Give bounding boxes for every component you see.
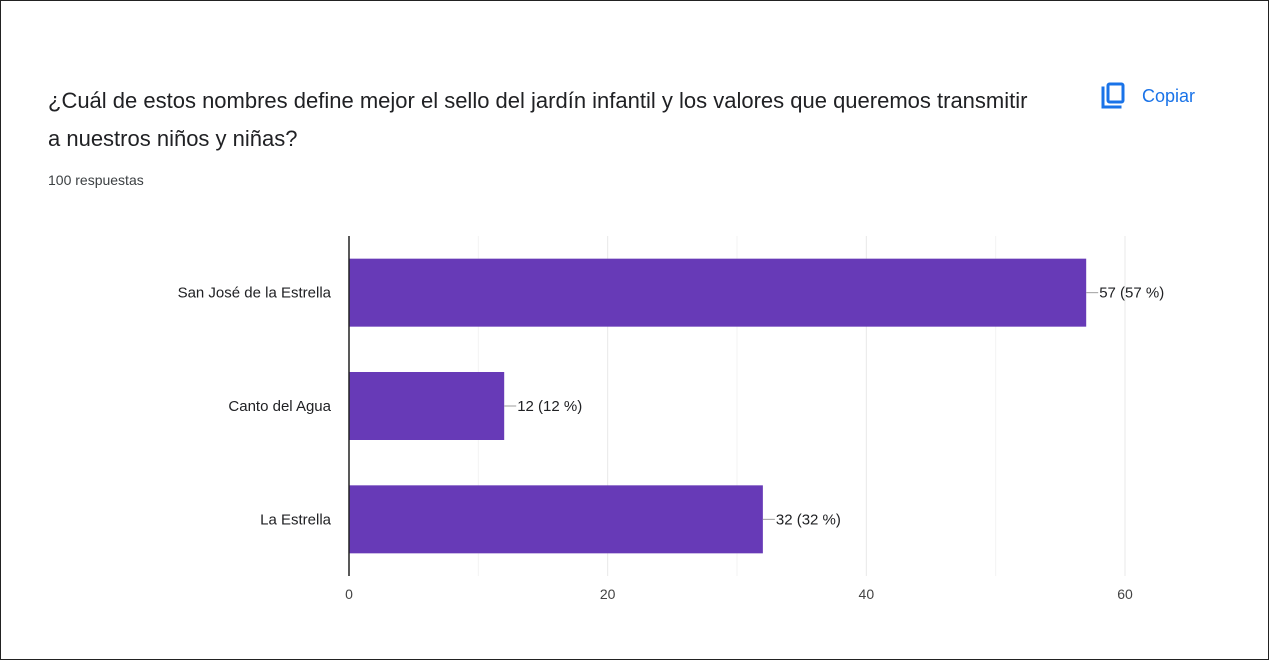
- copy-icon: [1098, 81, 1128, 111]
- bar-0: [349, 258, 1087, 327]
- category-label-2: La Estrella: [260, 511, 332, 528]
- bar-2: [349, 485, 763, 554]
- data-label-0: 57 (57 %): [1099, 285, 1164, 302]
- copy-button[interactable]: Copiar: [1098, 80, 1195, 112]
- x-tick-label-3: 60: [1117, 586, 1133, 602]
- x-tick-label-0: 0: [345, 586, 353, 602]
- question-title: ¿Cuál de estos nombres define mejor el s…: [48, 88, 1028, 151]
- data-label-2: 32 (32 %): [776, 511, 841, 528]
- response-count: 100 respuestas: [48, 172, 144, 188]
- x-tick-label-1: 20: [600, 586, 616, 602]
- x-tick-label-2: 40: [859, 586, 875, 602]
- category-label-1: Canto del Agua: [228, 398, 331, 415]
- category-label-0: San José de la Estrella: [178, 285, 332, 302]
- bar-1: [349, 372, 505, 440]
- data-label-1: 12 (12 %): [517, 398, 582, 415]
- copy-label: Copiar: [1142, 85, 1196, 106]
